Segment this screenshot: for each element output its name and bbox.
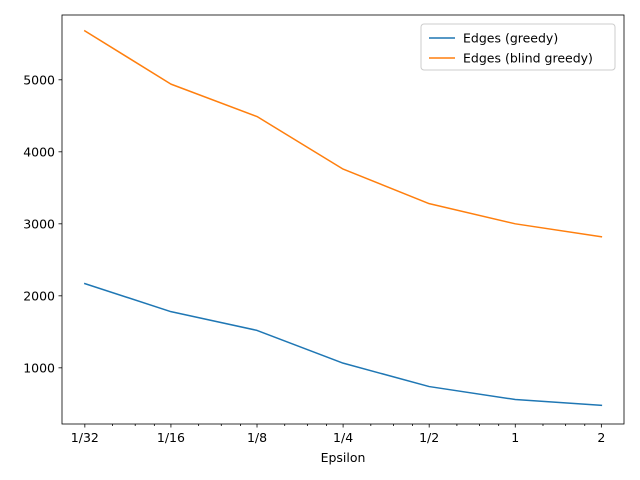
legend-label-2: Edges (blind greedy): [463, 51, 593, 66]
legend-box: [420, 23, 616, 71]
x-tick-label: 2: [597, 430, 605, 445]
series-line-1: [83, 282, 603, 407]
series-layer: [83, 29, 603, 407]
x-tick-label: 1/4: [333, 430, 353, 445]
y-axis-ticks: 1000 2000 3000 4000 5000: [23, 72, 62, 375]
y-tick-label: 1000: [23, 360, 55, 375]
y-tick-label: 2000: [23, 288, 55, 303]
legend: Edges (greedy) Edges (blind greedy): [420, 23, 616, 71]
series-line-2: [83, 29, 603, 238]
x-axis-ticks: 1/32 1/16 1/8 1/4 1/2 1 2: [71, 424, 605, 445]
x-tick-label: 1/2: [419, 430, 439, 445]
x-tick-label: 1/8: [247, 430, 267, 445]
y-tick-label: 4000: [23, 144, 55, 159]
y-tick-label: 3000: [23, 216, 55, 231]
x-tick-label: 1: [511, 430, 519, 445]
x-axis-label: Epsilon: [321, 450, 366, 465]
y-tick-label: 5000: [23, 72, 55, 87]
legend-label-1: Edges (greedy): [463, 31, 558, 46]
x-tick-label: 1/16: [157, 430, 185, 445]
x-tick-label: 1/32: [71, 430, 99, 445]
